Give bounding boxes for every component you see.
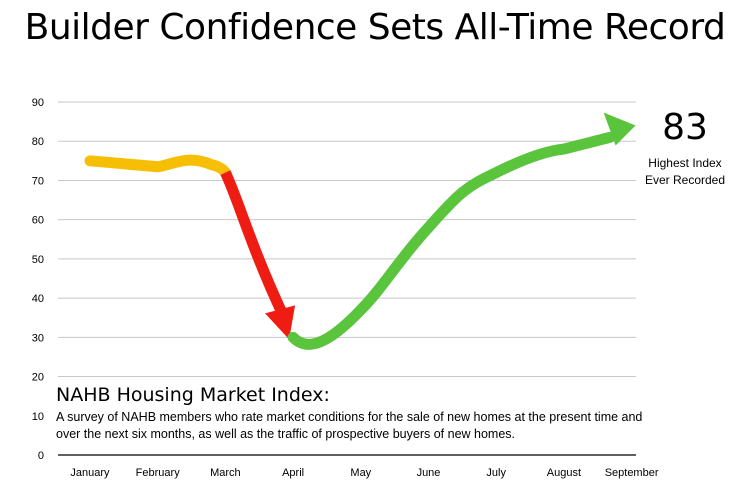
y-tick-label: 30 bbox=[32, 332, 44, 344]
y-tick-label: 50 bbox=[32, 254, 44, 266]
y-axis-tick-labels: 0 10 20 30 40 50 60 70 80 90 bbox=[32, 97, 44, 462]
x-tick-label: August bbox=[547, 467, 581, 479]
x-tick-label: September bbox=[605, 467, 659, 479]
record-caption-annotation: Highest Index Ever Recorded bbox=[630, 155, 740, 189]
description-body: A survey of NAHB members who rate market… bbox=[56, 410, 643, 441]
x-tick-label: June bbox=[417, 467, 441, 479]
y-tick-label: 60 bbox=[32, 215, 44, 227]
series-line bbox=[84, 112, 636, 350]
x-tick-label: January bbox=[70, 467, 110, 479]
y-tick-label: 40 bbox=[32, 293, 44, 305]
y-tick-label: 90 bbox=[32, 97, 44, 109]
index-description: NAHB Housing Market Index: A survey of N… bbox=[56, 383, 656, 443]
x-tick-label: May bbox=[350, 467, 371, 479]
y-tick-label: 80 bbox=[32, 136, 44, 148]
series-segment-green bbox=[287, 131, 616, 350]
series-arrowhead-green bbox=[603, 112, 636, 146]
record-caption-line-1: Highest Index bbox=[648, 156, 722, 170]
x-tick-label: March bbox=[210, 467, 241, 479]
description-title: NAHB Housing Market Index: bbox=[56, 384, 330, 406]
y-tick-label: 0 bbox=[38, 450, 44, 462]
series-segment-yellow bbox=[84, 154, 231, 179]
x-tick-label: July bbox=[486, 467, 506, 479]
y-tick-label: 10 bbox=[32, 411, 44, 423]
series-arrowhead-red bbox=[265, 305, 296, 340]
x-tick-label: February bbox=[136, 467, 181, 479]
record-value-annotation: 83 bbox=[662, 107, 708, 148]
x-axis-tick-labels: January February March April May June July Augu… bbox=[70, 467, 658, 479]
x-tick-label: April bbox=[282, 467, 304, 479]
series-segment-red bbox=[220, 170, 289, 318]
record-caption-line-2: Ever Recorded bbox=[644, 173, 726, 187]
y-tick-label: 70 bbox=[32, 175, 44, 187]
chart-title: Builder Confidence Sets All-Time Record bbox=[24, 7, 726, 48]
y-tick-label: 20 bbox=[32, 372, 44, 384]
